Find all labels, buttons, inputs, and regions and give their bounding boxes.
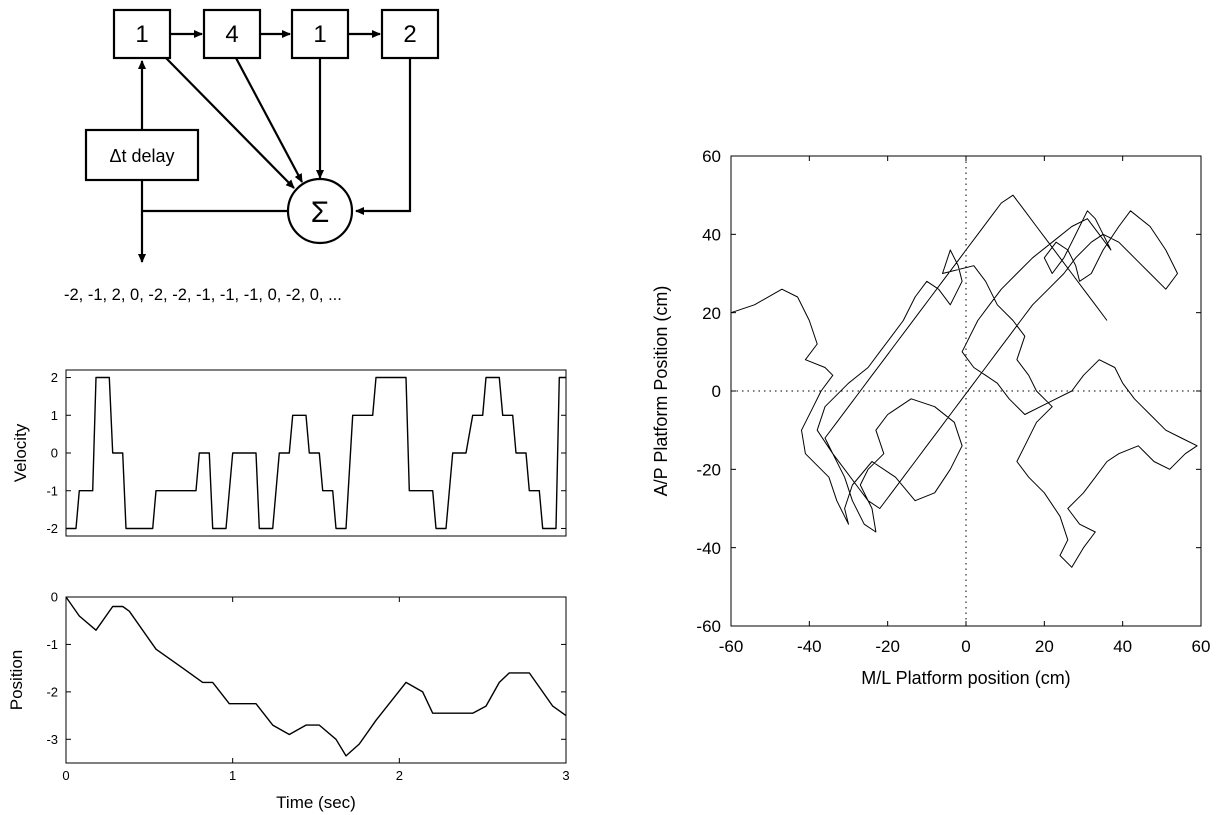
position-y-label: Position xyxy=(7,650,26,710)
position-y-tick-label: -3 xyxy=(46,732,58,747)
tap-arrow-2-sum xyxy=(235,57,303,183)
platform-x-tick-label: -20 xyxy=(875,637,900,656)
tap-label-4: 2 xyxy=(403,21,416,48)
shift-register-diagram: 1 4 1 2 Σ Δt delay -2, -1, 2, 0, -2, -2,… xyxy=(64,8,440,304)
position-plot-frame xyxy=(65,596,567,764)
tap-label-3: 1 xyxy=(313,21,326,48)
platform-trajectory-chart: 60 40 20 0 -20 -40 -60-60 -40 -20 0 20 40 60 M/L Pla… xyxy=(651,147,1210,688)
delay-label: Δt delay xyxy=(109,146,174,166)
delay-box xyxy=(84,128,200,182)
position-x-tick-label: 2 xyxy=(396,768,403,783)
platform-x-tick-label: -40 xyxy=(797,637,822,656)
platform-x-label: M/L Platform position (cm) xyxy=(861,668,1070,688)
platform-x-tick-label: 40 xyxy=(1113,637,1132,656)
tap-label-2: 4 xyxy=(225,21,238,48)
velocity-y-label: Velocity xyxy=(11,423,30,482)
output-sequence: -2, -1, 2, 0, -2, -2, -1, -1, -1, 0, -2,… xyxy=(64,286,342,304)
platform-x-tick-label: 20 xyxy=(1035,637,1054,656)
platform-x-tick-label: -60 xyxy=(719,637,744,656)
position-y-tick-label: -1 xyxy=(46,637,58,652)
velocity-series-line xyxy=(66,376,566,530)
velocity-y-tick-label: 2 xyxy=(51,370,58,385)
position-x-label: Time (sec) xyxy=(276,793,356,812)
position-chart: 0 -1 -2 -3 0 1 2 3 Position Time (sec) xyxy=(7,590,570,812)
platform-y-tick-label: 0 xyxy=(712,382,721,401)
tap-arrow-4-sum xyxy=(355,58,412,215)
position-series-line xyxy=(65,596,567,757)
position-x-tick-label: 3 xyxy=(562,768,569,783)
tap-arrow-1-sum xyxy=(165,57,295,189)
tap-box-1 xyxy=(112,8,172,60)
tap-box-4 xyxy=(380,8,440,60)
velocity-y-tick-label: -1 xyxy=(46,483,58,498)
platform-y-tick-label: -40 xyxy=(696,539,721,558)
platform-trajectory-line xyxy=(730,194,1198,568)
platform-plot-frame xyxy=(730,155,1202,627)
platform-y-tick-label: 20 xyxy=(702,304,721,323)
platform-y-label: A/P Platform Position (cm) xyxy=(651,286,671,497)
platform-x-tick-label: 60 xyxy=(1192,637,1211,656)
platform-y-tick-label: 40 xyxy=(702,225,721,244)
tap-box-2 xyxy=(202,8,262,60)
platform-y-tick-label: -20 xyxy=(696,460,721,479)
tap-label-1: 1 xyxy=(135,21,148,48)
platform-y-tick-label: -60 xyxy=(696,617,721,636)
position-y-tick-label: 0 xyxy=(51,590,58,605)
position-x-tick-label: 0 xyxy=(62,768,69,783)
velocity-y-tick-label: 0 xyxy=(51,446,58,461)
platform-x-tick-label: 0 xyxy=(961,637,970,656)
velocity-y-tick-label: 1 xyxy=(51,408,58,423)
position-x-tick-label: 1 xyxy=(229,768,236,783)
platform-y-tick-label: 60 xyxy=(702,147,721,166)
velocity-y-tick-label: -2 xyxy=(46,521,58,536)
sum-symbol: Σ xyxy=(311,196,330,229)
velocity-chart: -2 -1 0 1 2 Velocity xyxy=(11,369,567,537)
position-y-tick-label: -2 xyxy=(46,685,58,700)
